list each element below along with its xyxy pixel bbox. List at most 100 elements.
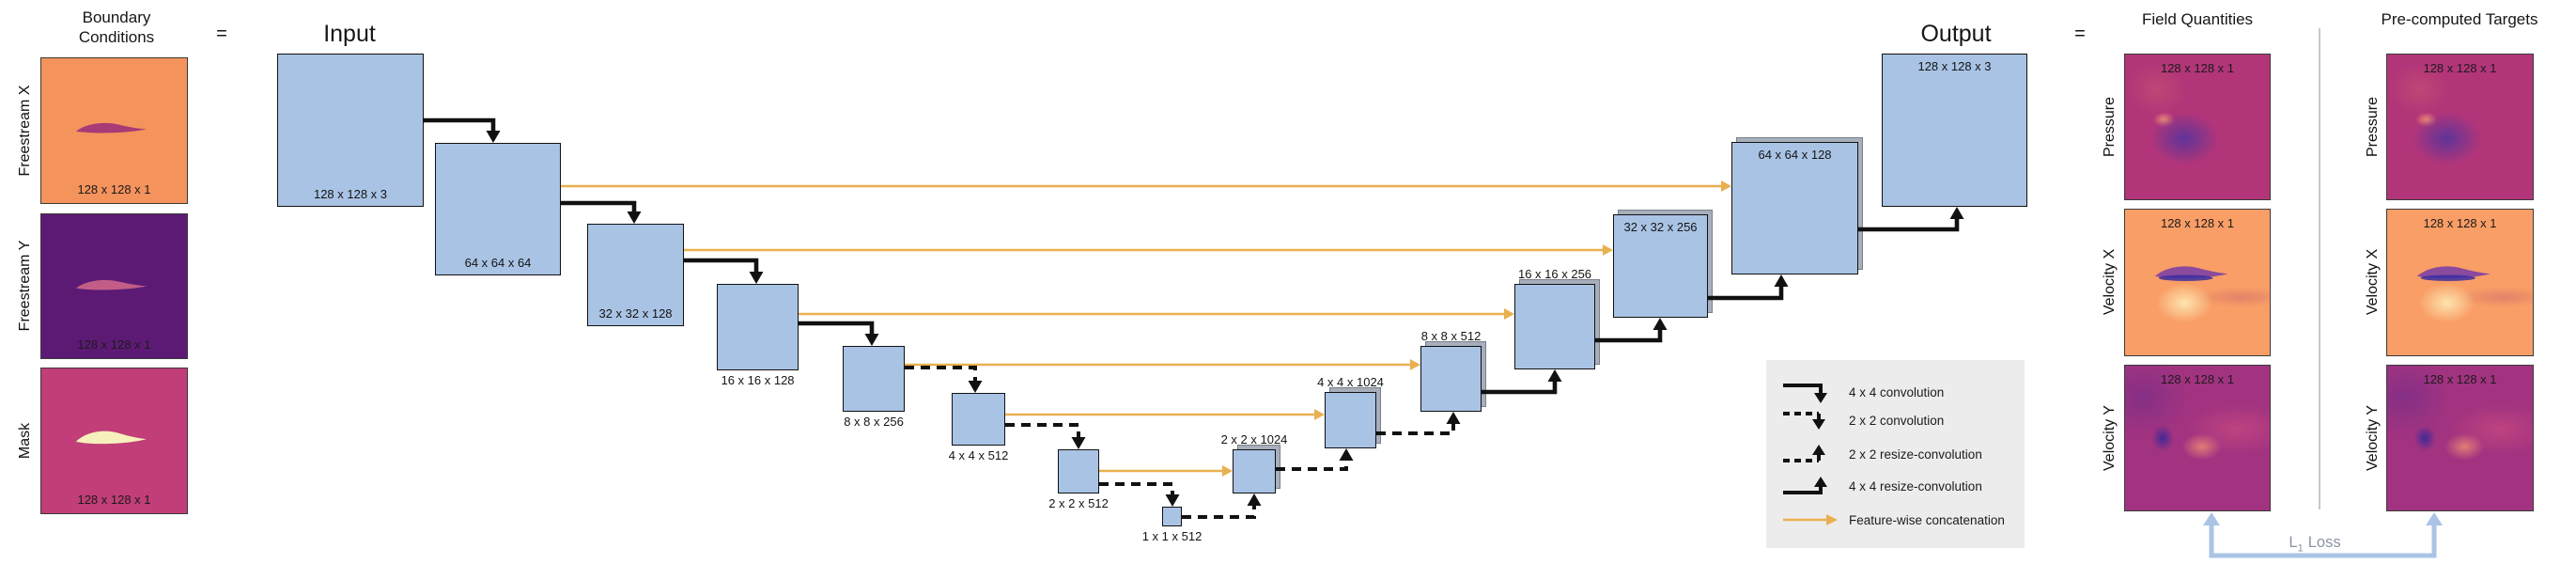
decoder-block-32x32x256: 32 x 32 x 256 bbox=[1613, 214, 1708, 318]
block-dimension-label: 4 x 4 x 1024 bbox=[1317, 375, 1384, 389]
output-title: Output bbox=[1920, 21, 1992, 47]
legend-item-2x2-resize-convolution: 2 x 2 resize-convolution bbox=[1781, 441, 1982, 467]
airfoil-shape bbox=[75, 280, 147, 290]
legend-item-4x4-resize-convolution: 4 x 4 resize-convolution bbox=[1781, 473, 1982, 499]
freestream-x-image: 128 x 128 x 1 bbox=[40, 57, 188, 204]
block-dimension-label: 2 x 2 x 1024 bbox=[1220, 432, 1288, 446]
encoder-block-4x4x512: 4 x 4 x 512 bbox=[949, 393, 1008, 462]
encoder-block-32x32x128: 32 x 32 x 128 bbox=[587, 224, 684, 326]
precomputed-targets-title: Pre-computed Targets bbox=[2381, 10, 2538, 28]
boundary-conditions-title: Boundary Conditions bbox=[78, 8, 155, 47]
airfoil-shape bbox=[75, 123, 147, 133]
output-block-128x128x3: 128 x 128 x 3 bbox=[1882, 54, 2027, 207]
target-velocity-y-label: Velocity Y bbox=[2365, 405, 2381, 471]
skip-connection-arrowhead-4 bbox=[1314, 409, 1325, 420]
decoder-block-64x64x128: 64 x 64 x 128 bbox=[1731, 142, 1858, 274]
decoder-block-8x8x512: 8 x 8 x 512 bbox=[1420, 329, 1482, 412]
bottleneck-block-1x1x512: 1 x 1 x 512 bbox=[1142, 507, 1202, 543]
target-velocity-y-image: 128 x 128 x 1 bbox=[2386, 365, 2534, 511]
solid-conv-arrow-12 bbox=[1708, 286, 1784, 301]
freestream-y-image: 128 x 128 x 1 bbox=[40, 213, 188, 359]
target-pressure-label: Pressure bbox=[2365, 96, 2381, 158]
block-dimension-label: 32 x 32 x 128 bbox=[598, 306, 673, 321]
encoder-block-2x2x512: 2 x 2 x 512 bbox=[1048, 449, 1109, 510]
field-velocity-x-label: Velocity X bbox=[2102, 248, 2118, 316]
dashed-down-arrow-icon bbox=[1783, 412, 1825, 430]
solid-conv-arrow-13 bbox=[1858, 218, 1960, 232]
block-dimension-label: 4 x 4 x 512 bbox=[948, 448, 1009, 462]
block-dimension-label: 128 x 128 x 3 bbox=[313, 187, 388, 201]
conv-arrowhead-1 bbox=[627, 212, 642, 224]
legend-item-2x2-convolution: 2 x 2 convolution bbox=[1781, 407, 1944, 433]
airfoil-shape bbox=[75, 431, 147, 445]
legend-item-4x4-convolution: 4 x 4 convolution bbox=[1781, 379, 1944, 405]
solid-up-arrow-icon bbox=[1783, 477, 1827, 494]
airfoil-shape bbox=[2416, 266, 2491, 282]
block-dimension-label: 8 x 8 x 256 bbox=[844, 415, 904, 429]
conv-arrowhead-8 bbox=[1339, 448, 1354, 461]
conv-arrowhead-4 bbox=[968, 381, 983, 393]
field-velocity-x-image: 128 x 128 x 1 bbox=[2124, 209, 2271, 356]
image-dimension-label: 128 x 128 x 1 bbox=[2423, 372, 2497, 386]
left-equals-sign: = bbox=[216, 24, 227, 44]
solid-conv-arrow-2 bbox=[684, 258, 759, 273]
freestream-x-label: Freestream X bbox=[17, 85, 33, 177]
skip-connection-arrowhead-2 bbox=[1504, 308, 1514, 320]
image-dimension-label: 128 x 128 x 1 bbox=[2160, 216, 2235, 230]
mask-label: Mask bbox=[17, 422, 33, 460]
field-quantities-title: Field Quantities bbox=[2141, 10, 2254, 28]
orange-right-arrow-icon bbox=[1783, 514, 1838, 525]
l1-loss-label: L1 Loss bbox=[2289, 534, 2341, 555]
field-velocity-y-image: 128 x 128 x 1 bbox=[2124, 365, 2271, 511]
conv-arrowhead-9 bbox=[1446, 412, 1461, 424]
solid-conv-arrow-11 bbox=[1595, 329, 1663, 343]
skip-connection-arrowhead-5 bbox=[1222, 465, 1233, 477]
skip-connection-arrowhead-1 bbox=[1603, 244, 1613, 256]
dashed-conv-arrow-8 bbox=[1276, 460, 1348, 471]
image-dimension-label: 128 x 128 x 1 bbox=[77, 337, 151, 352]
column-divider bbox=[2319, 28, 2320, 509]
dashed-conv-arrow-6 bbox=[1099, 482, 1174, 495]
dashed-conv-arrow-4 bbox=[905, 366, 977, 382]
image-dimension-label: 128 x 128 x 1 bbox=[2423, 216, 2497, 230]
encoder-block-8x8x256: 8 x 8 x 256 bbox=[843, 346, 905, 429]
dashed-conv-arrow-5 bbox=[1005, 423, 1080, 438]
solid-conv-arrow-0 bbox=[424, 118, 496, 132]
image-dimension-label: 128 x 128 x 1 bbox=[77, 182, 151, 196]
target-velocity-x-image: 128 x 128 x 1 bbox=[2386, 209, 2534, 356]
conv-arrowhead-0 bbox=[486, 131, 501, 143]
conv-arrowhead-13 bbox=[1949, 207, 1964, 219]
dashed-conv-arrow-7 bbox=[1182, 505, 1256, 519]
image-dimension-label: 128 x 128 x 1 bbox=[2160, 372, 2235, 386]
airfoil-shape bbox=[2154, 266, 2228, 282]
l1-loss-left-arrowhead bbox=[2203, 512, 2220, 525]
input-block-128x128x3: 128 x 128 x 3 bbox=[277, 54, 424, 207]
encoder-block-64x64x64: 64 x 64 x 64 bbox=[435, 143, 561, 275]
target-pressure-image: 128 x 128 x 1 bbox=[2386, 54, 2534, 200]
block-dimension-label: 16 x 16 x 256 bbox=[1517, 267, 1592, 281]
conv-arrowhead-6 bbox=[1165, 494, 1180, 507]
conv-arrowhead-12 bbox=[1774, 274, 1789, 287]
conv-arrowhead-3 bbox=[864, 334, 879, 346]
solid-conv-arrow-1 bbox=[561, 200, 637, 212]
solid-conv-arrow-10 bbox=[1482, 381, 1558, 395]
legend-box: 4 x 4 convolution 2 x 2 convolution 2 x … bbox=[1766, 360, 2025, 548]
skip-connection-arrowhead-3 bbox=[1410, 359, 1420, 370]
block-dimension-label: 128 x 128 x 3 bbox=[1917, 59, 1992, 73]
block-dimension-label: 64 x 64 x 128 bbox=[1758, 148, 1832, 162]
field-pressure-image: 128 x 128 x 1 bbox=[2124, 54, 2271, 200]
decoder-block-2x2x1024: 2 x 2 x 1024 bbox=[1221, 432, 1287, 494]
solid-down-arrow-icon bbox=[1783, 384, 1827, 403]
right-equals-sign: = bbox=[2074, 24, 2086, 44]
encoder-block-16x16x128: 16 x 16 x 128 bbox=[717, 284, 799, 387]
block-dimension-label: 2 x 2 x 512 bbox=[1048, 496, 1109, 510]
input-title: Input bbox=[323, 21, 376, 47]
block-dimension-label: 1 x 1 x 512 bbox=[1141, 529, 1203, 543]
image-dimension-label: 128 x 128 x 1 bbox=[2423, 61, 2497, 75]
conv-arrowhead-10 bbox=[1547, 369, 1562, 382]
l1-loss-right-arrowhead bbox=[2426, 512, 2443, 525]
mask-image: 128 x 128 x 1 bbox=[40, 368, 188, 514]
field-pressure-label: Pressure bbox=[2102, 96, 2118, 158]
block-dimension-label: 16 x 16 x 128 bbox=[721, 373, 795, 387]
